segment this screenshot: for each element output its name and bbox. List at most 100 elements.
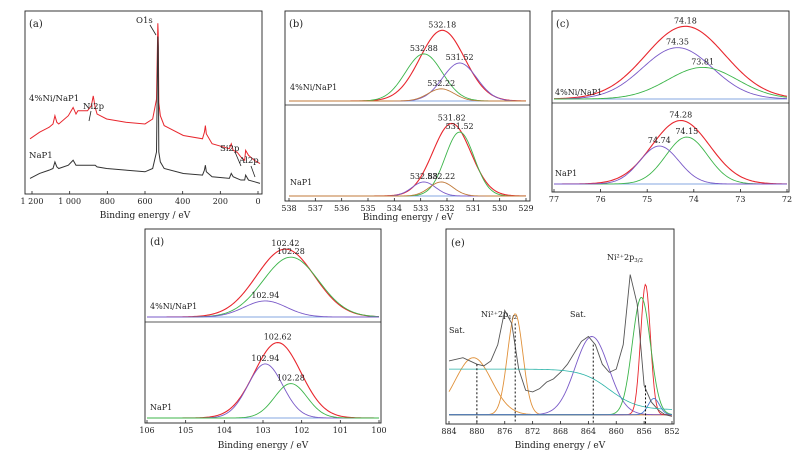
panel-c-tick-label: 74	[689, 195, 699, 204]
panel-d-tick-label: 102	[294, 426, 309, 435]
panel-e-x-axis-label: Binding energy / eV	[515, 441, 606, 451]
panel-b-peak-label: 531.82	[438, 113, 466, 122]
panel-d-si2p-spectrum: (d) 106 105 104 103 102 101 100 102.42102.2810…	[139, 228, 387, 451]
annotation-al2p: Al2p	[238, 156, 259, 166]
panel-b-x-axis: 538 537 536 535 534 533 532 531 530 529	[281, 198, 534, 213]
panel-c-tick-label: 75	[642, 195, 652, 204]
panel-d-peak-label: 102.42	[271, 239, 299, 248]
annotation-ni2p: Ni2p	[83, 102, 105, 112]
panel-b-label: (b)	[289, 19, 303, 30]
panel-c-peak-curve	[553, 119, 788, 185]
panel-a-survey-spectrum: (a) 1 200 1 000 800 600 400 200 0 Binding ener…	[21, 10, 263, 221]
panel-b-peak-label: 532.18	[428, 20, 456, 29]
panel-c-peak-label: 74.35	[666, 38, 689, 47]
panel-b-peak-curve	[289, 181, 526, 197]
panel-b-tick-label: 537	[308, 204, 323, 213]
panel-d-sample-bottom: NaP1	[150, 403, 172, 412]
panel-b-fitted-peaks: 532.18532.88531.52532.22531.82531.52532.…	[289, 20, 527, 197]
panel-c-peak-curve	[554, 66, 788, 100]
panel-d-peak-curve	[147, 383, 379, 419]
panel-c-tick-label: 76	[596, 195, 606, 204]
panel-e-tick-label: 856	[636, 427, 651, 436]
panel-b-tick-label: 533	[413, 204, 428, 213]
panel-e-tick-label: 864	[581, 427, 596, 436]
legend-series-4ni-nap1: 4%Ni/NaP1	[29, 94, 79, 104]
panel-b-peak-label: 532.22	[427, 172, 455, 181]
panel-c-peak-label: 74.74	[648, 136, 671, 145]
annotation-sat-1: Sat.	[449, 326, 465, 335]
panel-b-peak-curve	[289, 88, 526, 102]
panel-b-peak-curve	[289, 122, 527, 197]
panel-b-tick-label: 529	[518, 204, 533, 213]
annotation-ni-2p12: Ni²⁺2p1/2	[481, 310, 517, 321]
panel-b-peak-label: 532.88	[410, 44, 438, 53]
panel-c-tick-label: 77	[549, 195, 559, 204]
annotation-o1s-pointer	[149, 24, 157, 36]
annotation-ni2p-pointer	[88, 110, 92, 122]
panel-a-tick-label: 1 000	[58, 197, 81, 206]
panel-e-peak-guides	[476, 323, 647, 424]
panel-e-experimental-line	[448, 274, 673, 417]
panel-e-tick-label: 876	[497, 427, 512, 436]
panel-b-frame	[284, 10, 531, 202]
panel-d-label: (d)	[150, 237, 164, 248]
panel-c-peak-label: 73.81	[691, 57, 714, 66]
panel-b-tick-label: 531	[466, 204, 481, 213]
panel-e-tick-label: 872	[525, 427, 540, 436]
panel-b-tick-label: 538	[281, 204, 296, 213]
panel-b-tick-label: 535	[360, 204, 375, 213]
panel-b-peak-label: 532.22	[427, 79, 455, 88]
panel-a-x-axis: 1 200 1 000 800 600 400 200 0	[21, 191, 261, 206]
panel-e-tick-label: 884	[441, 427, 456, 436]
panel-c-sample-bottom: NaP1	[555, 169, 577, 178]
panel-c-sample-top: 4%Ni/NaP1	[555, 88, 602, 97]
panel-d-x-axis: 106 105 104 103 102 101 100	[139, 420, 387, 435]
panel-c-tick-label: 72	[782, 195, 792, 204]
panel-b-x-axis-label: Binding energy / eV	[363, 213, 454, 223]
panel-b-peak-label: 532.88	[410, 172, 438, 181]
panel-d-sample-top: 4%Ni/NaP1	[150, 302, 197, 311]
panel-c-peak-curve	[553, 25, 788, 100]
panel-e-label: (e)	[451, 238, 465, 249]
panel-d-peak-curve	[147, 300, 379, 318]
panel-e-background-curve	[449, 368, 673, 410]
panel-c-fitted-peaks: 74.18 74.35 73.81 74.28 74.15 74.74	[553, 16, 788, 185]
panel-d-peak-label: 102.28	[277, 374, 305, 383]
panel-e-ni2p-spectrum: (e) 884 880 876 872 868 864 860 856 852 Sat. Ni²…	[441, 228, 680, 451]
panel-c-label: (c)	[556, 19, 570, 30]
legend-series-nap1: NaP1	[29, 151, 53, 161]
panel-c-peak-curve	[554, 145, 787, 185]
panel-c-peak-label: 74.18	[674, 16, 697, 25]
panel-d-peak-label: 102.94	[251, 354, 279, 363]
panel-b-sample-bottom: NaP1	[290, 178, 312, 187]
panel-a-series-line	[29, 36, 261, 184]
panel-e-peak-curve	[449, 397, 673, 416]
panel-e-x-axis: 884 880 876 872 868 864 860 856 852	[441, 421, 680, 436]
panel-a-tick-label: 400	[175, 197, 190, 206]
panel-a-frame	[24, 10, 263, 195]
panel-c-tick-label: 73	[735, 195, 745, 204]
panel-a-tick-label: 800	[100, 197, 115, 206]
panel-b-tick-label: 530	[492, 204, 507, 213]
annotation-ni-2p32: Ni²⁺2p3/2	[607, 253, 643, 264]
panel-e-tick-label: 880	[469, 427, 484, 436]
panel-e-peak-curve	[449, 336, 672, 416]
panel-b-peak-label: 531.52	[446, 122, 474, 131]
panel-c-peak-label: 74.15	[675, 127, 698, 136]
panel-d-tick-label: 103	[255, 426, 270, 435]
panel-c-al2p-spectrum: (c) 77 76 75 74 73 72 74.1874.3573.8174.2874.…	[549, 10, 792, 204]
panel-d-peak-label: 102.94	[251, 291, 279, 300]
panel-e-frame	[445, 228, 675, 425]
panel-c-peak-label: 74.28	[669, 111, 692, 120]
panel-b-o1s-spectrum: (b) 538 537 536 535 534 533 532 531 530 529 532.1…	[281, 10, 534, 223]
panel-a-tick-label: 0	[255, 197, 260, 206]
panel-a-tick-label: 1 200	[21, 197, 44, 206]
panel-b-tick-label: 534	[387, 204, 402, 213]
panel-b-tick-label: 536	[334, 204, 349, 213]
panel-d-tick-label: 105	[178, 426, 193, 435]
panel-a-tick-label: 200	[213, 197, 228, 206]
panel-c-x-axis: 77 76 75 74 73 72	[549, 189, 792, 204]
annotation-al2p-pointer	[250, 165, 256, 178]
